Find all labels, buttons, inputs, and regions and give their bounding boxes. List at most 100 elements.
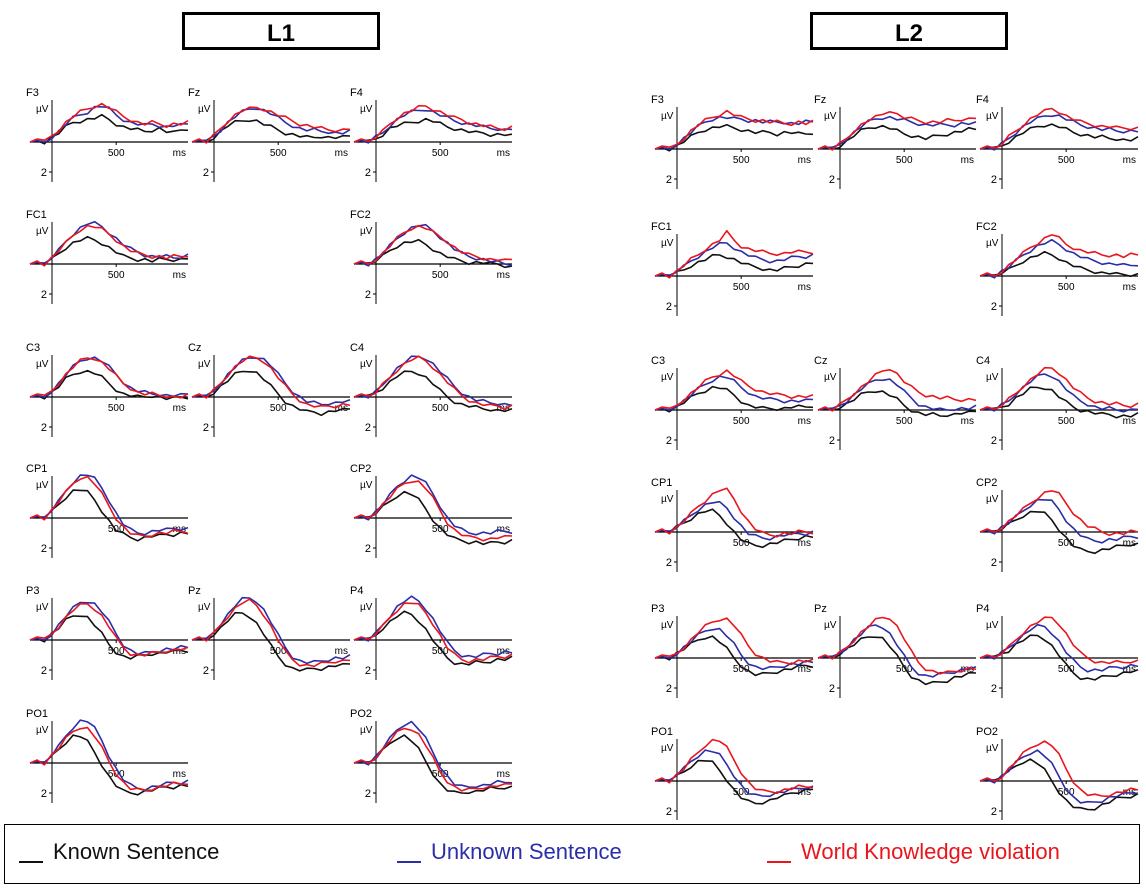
panel-l1-pz: Pz µV 2 500 ms <box>188 585 351 680</box>
panel-l2-p4: P4 µV 2 500 ms <box>976 603 1139 698</box>
electrode-label-l1-p3: P3 <box>26 585 39 597</box>
x-unit-label-l2-c4: ms <box>1123 416 1136 427</box>
series-line-unknown-l2-c4 <box>979 373 1139 413</box>
x-tick-label-l1-f4: 500 <box>432 148 449 159</box>
x-unit-label-l2-cz: ms <box>961 416 974 427</box>
series-line-known-l2-fc2 <box>979 250 1139 278</box>
panel-l2-f3: F3 µV 2 500 ms <box>651 94 814 189</box>
series-line-unknown-l2-fz <box>817 115 977 150</box>
x-unit-label-l2-f3: ms <box>798 155 811 166</box>
y-tick-label-l2-p3: 2 <box>666 683 672 695</box>
series-line-known-l2-c4 <box>979 386 1139 419</box>
series-line-unknown-l1-p3 <box>29 601 189 656</box>
series-line-violation-l1-p4 <box>353 602 513 664</box>
y-tick-label-l2-f3: 2 <box>666 174 672 186</box>
series-line-known-l1-fc1 <box>29 235 189 266</box>
x-unit-label-l1-c3: ms <box>173 403 186 414</box>
series-line-violation-l2-cp1 <box>654 487 814 538</box>
panel-l1-f4: F4 µV 2 500 ms <box>350 87 513 182</box>
electrode-label-l2-p4: P4 <box>976 603 989 615</box>
y-tick-label-l1-p3: 2 <box>41 665 47 677</box>
legend: Known Sentence Unknown Sentence World Kn… <box>4 824 1140 884</box>
electrode-label-l2-f4: F4 <box>976 94 989 106</box>
series-line-known-l1-f4 <box>353 117 513 143</box>
electrode-label-l2-fc2: FC2 <box>976 221 997 233</box>
group-title-l1: L1 <box>182 12 380 50</box>
panel-l2-fc2: FC2 µV 2 500 ms <box>976 221 1139 316</box>
panel-l2-c4: C4 µV 2 500 ms <box>976 355 1139 450</box>
y-unit-label-l1-fc1: µV <box>36 226 49 237</box>
x-unit-label-l1-fc2: ms <box>497 270 510 281</box>
x-unit-label-l2-p4: ms <box>1123 664 1136 675</box>
series-line-violation-l2-fz <box>817 111 977 151</box>
y-tick-label-l1-po1: 2 <box>41 788 47 800</box>
electrode-label-l1-pz: Pz <box>188 585 201 597</box>
electrode-label-l1-f4: F4 <box>350 87 363 99</box>
panel-l2-cp2: CP2 µV 2 500 ms <box>976 477 1139 572</box>
y-tick-label-l1-pz: 2 <box>203 665 209 677</box>
y-tick-label-l1-c3: 2 <box>41 422 47 434</box>
x-unit-label-l2-fc1: ms <box>798 282 811 293</box>
x-unit-label-l2-f4: ms <box>1123 155 1136 166</box>
y-tick-label-l1-p4: 2 <box>365 665 371 677</box>
series-line-unknown-l2-pz <box>817 624 977 678</box>
series-line-unknown-l1-c3 <box>29 356 189 398</box>
electrode-label-l1-c4: C4 <box>350 342 364 354</box>
x-unit-label-l2-cp1: ms <box>798 538 811 549</box>
series-line-known-l1-c3 <box>29 369 189 401</box>
x-unit-label-l2-cp2: ms <box>1123 538 1136 549</box>
electrode-label-l2-cz: Cz <box>814 355 827 367</box>
x-unit-label-l2-c3: ms <box>798 416 811 427</box>
series-line-known-l2-fz <box>817 124 977 150</box>
panel-l1-fc1: FC1 µV 2 500 ms <box>26 209 189 304</box>
electrode-label-l2-f3: F3 <box>651 94 664 106</box>
x-unit-label-l1-p3: ms <box>173 646 186 657</box>
legend-label-known: Known Sentence <box>53 839 220 864</box>
y-tick-label-l1-fz: 2 <box>203 167 209 179</box>
x-unit-label-l1-pz: ms <box>335 646 348 657</box>
y-tick-label-l2-cp2: 2 <box>991 557 997 569</box>
y-tick-label-l1-f4: 2 <box>365 167 371 179</box>
panel-l1-f3: F3 µV 2 500 ms <box>26 87 189 182</box>
y-tick-label-l2-fz: 2 <box>829 174 835 186</box>
y-tick-label-l2-po2: 2 <box>991 806 997 818</box>
electrode-label-l1-fc1: FC1 <box>26 209 47 221</box>
electrode-label-l1-fz: Fz <box>188 87 200 99</box>
series-line-unknown-l2-cp1 <box>654 500 814 541</box>
series-line-unknown-l1-po1 <box>29 719 189 792</box>
series-line-violation-l2-f4 <box>979 107 1139 150</box>
series-line-unknown-l1-cz <box>191 357 351 406</box>
series-line-unknown-l2-cz <box>817 378 977 412</box>
legend-item-violation: World Knowledge violation <box>767 839 1060 865</box>
y-unit-label-l2-cp1: µV <box>661 494 674 505</box>
x-tick-label-l1-cp1: 500 <box>108 524 125 535</box>
x-unit-label-l2-fz: ms <box>961 155 974 166</box>
electrode-label-l2-c3: C3 <box>651 355 665 367</box>
series-line-unknown-l1-c4 <box>353 355 513 407</box>
panel-l1-po2: PO2 µV 2 500 ms <box>350 708 513 803</box>
series-line-violation-l2-f3 <box>654 109 814 150</box>
x-tick-label-l1-fc2: 500 <box>432 270 449 281</box>
x-tick-label-l2-fc1: 500 <box>733 282 750 293</box>
y-unit-label-l1-c4: µV <box>360 359 373 370</box>
legend-swatch-violation <box>767 861 791 863</box>
series-line-known-l2-f4 <box>979 123 1139 150</box>
x-tick-label-l2-po1: 500 <box>733 787 750 798</box>
x-tick-label-l1-fz: 500 <box>270 148 287 159</box>
series-line-violation-l1-fc1 <box>29 224 189 267</box>
series-line-violation-l1-po1 <box>29 726 189 792</box>
panel-l2-c3: C3 µV 2 500 ms <box>651 355 814 450</box>
erp-chart-grid: F3 µV 2 500 ms Fz µV 2 500 ms F4 µV 2 500 ms FC1 µV 2 500 m… <box>26 87 1139 820</box>
x-tick-label-l2-c3: 500 <box>733 416 750 427</box>
x-tick-label-l1-cp2: 500 <box>432 524 449 535</box>
series-line-unknown-l1-cp1 <box>29 474 189 536</box>
series-line-violation-l1-c3 <box>29 357 189 399</box>
y-unit-label-l1-p4: µV <box>360 602 373 613</box>
y-unit-label-l2-c4: µV <box>986 372 999 383</box>
panel-l1-fc2: FC2 µV 2 500 ms <box>350 209 513 304</box>
x-tick-label-l1-po2: 500 <box>432 769 449 780</box>
series-line-violation-l1-fz <box>191 106 351 144</box>
